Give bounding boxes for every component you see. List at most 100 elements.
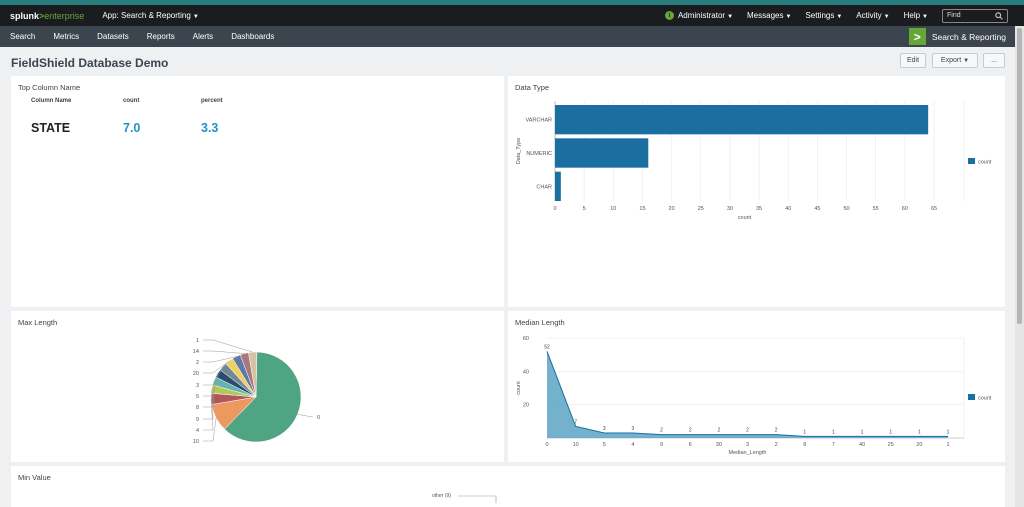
pie-leader	[203, 356, 237, 363]
x-tick-label: 15	[639, 206, 645, 212]
pie-label: 4	[196, 428, 199, 434]
pie-label: 20	[193, 371, 199, 377]
menu-help-label: Help	[903, 11, 921, 20]
x-tick-label: 40	[785, 206, 791, 212]
max-length-pie-chart: 0 10 4 9 8 5 3 20 2 14 1	[193, 338, 320, 445]
menu-settings[interactable]: Settings ▼	[805, 11, 842, 20]
menu-messages[interactable]: Messages ▼	[747, 11, 791, 20]
x-tick-label: 5	[603, 442, 606, 448]
caret-down-icon: ▼	[836, 14, 843, 20]
data-type-bar-chart: 0 5 10 15 20 25 30 35 40 45 50 55 60 65 VARCHAR NUMERIC…	[516, 101, 992, 221]
panel-title: Median Length	[515, 318, 565, 327]
x-tick-label: 9	[660, 442, 663, 448]
export-label: Export	[940, 57, 962, 64]
x-tick-label: 10	[610, 206, 616, 212]
panel-title: Top Column Name	[18, 83, 81, 92]
x-axis-label: Median_Length	[729, 450, 767, 456]
bar	[555, 171, 561, 201]
x-tick-label: 35	[756, 206, 762, 212]
more-button[interactable]: ...	[983, 53, 1005, 68]
pie-leader	[297, 414, 314, 418]
app-nav-bar: Search Metrics Datasets Reports Alerts D…	[0, 26, 1024, 47]
menu-activity-label: Activity	[856, 11, 882, 20]
y-axis-label: Data_Type	[516, 138, 522, 165]
data-label: 1	[918, 429, 921, 435]
caret-down-icon: ▼	[192, 14, 199, 20]
x-tick-label: 50	[843, 206, 849, 212]
x-tick-label: 0	[545, 442, 548, 448]
x-axis-label: count	[738, 215, 752, 221]
caret-down-icon: ▼	[785, 14, 792, 20]
x-tick-label: 30	[716, 442, 722, 448]
data-label: 1	[861, 429, 864, 435]
x-tick-label: 65	[931, 206, 937, 212]
pie-leader	[203, 417, 217, 442]
dashboard-title-bar: FieldShield Database Demo Edit Export ▼ .…	[0, 47, 1024, 75]
edit-button[interactable]: Edit	[900, 53, 926, 68]
menu-administrator[interactable]: Administrator ▼	[678, 11, 733, 20]
x-tick-label: 60	[902, 206, 908, 212]
data-label: 1	[889, 429, 892, 435]
nav-reports[interactable]: Reports	[146, 32, 175, 41]
pie-label: 2	[196, 360, 199, 366]
panel-max-length: Max Length 0 10 4 9 8 5 3 20 2 14 1	[11, 311, 504, 462]
data-label: 52	[544, 344, 550, 350]
nav-alerts[interactable]: Alerts	[192, 32, 214, 41]
x-tick-label: 45	[814, 206, 820, 212]
logo-suffix: enterprise	[44, 10, 85, 21]
table-header-column-name: Column Name	[31, 98, 72, 104]
pie-label-other: other (9)	[432, 493, 451, 499]
pie-label: 14	[193, 349, 199, 355]
panel-median-length: Median Length 20 40 60 0 52 10 7 5 3 4 3 9 2 6 2 30 2 3 2 2…	[508, 311, 1005, 462]
page-title: FieldShield Database Demo	[11, 56, 169, 70]
export-button[interactable]: Export ▼	[932, 53, 978, 68]
pie-label: 10	[193, 439, 199, 445]
nav-metrics[interactable]: Metrics	[53, 32, 80, 41]
table-header-percent: percent	[201, 98, 223, 104]
y-tick-label: 40	[523, 369, 529, 375]
info-icon[interactable]: i	[664, 11, 674, 20]
legend-label: count	[978, 396, 992, 402]
panel-title: Min Value	[18, 473, 51, 482]
splunk-logo[interactable]: splunk>enterprise	[10, 11, 84, 21]
find-placeholder: Find	[947, 12, 961, 19]
data-label: 2	[746, 428, 749, 434]
caret-down-icon: ▼	[883, 14, 890, 20]
data-label: 2	[660, 428, 663, 434]
data-label: 1	[947, 429, 950, 435]
menu-administrator-label: Administrator	[677, 11, 726, 20]
x-tick-label: 3	[746, 442, 749, 448]
search-icon	[995, 11, 1003, 20]
app-name-link[interactable]: > Search & Reporting	[908, 27, 1006, 46]
bar	[555, 138, 649, 168]
app-name-label: Search & Reporting	[931, 31, 1006, 42]
menu-help[interactable]: Help ▼	[904, 11, 928, 20]
scrollbar-thumb[interactable]	[1017, 28, 1022, 324]
area-fill	[547, 351, 948, 438]
nav-dashboards[interactable]: Dashboards	[231, 32, 275, 41]
find-input[interactable]: Find	[942, 8, 1008, 23]
pie-label: 1	[196, 338, 199, 344]
legend-swatch	[968, 394, 975, 400]
x-tick-label: 2	[775, 442, 778, 448]
x-tick-label: 55	[873, 206, 879, 212]
caret-down-icon: ▼	[727, 14, 734, 20]
app-menu[interactable]: App: Search & Reporting ▼	[102, 11, 198, 20]
page-scrollbar[interactable]	[1015, 26, 1024, 507]
pie-leader	[203, 366, 224, 386]
top-right-menus: i Administrator ▼ Messages ▼ Settings ▼ Act…	[664, 5, 1008, 26]
x-tick-label: 20	[669, 206, 675, 212]
nav-datasets[interactable]: Datasets	[97, 32, 129, 41]
panel-min-value: Min Value other (9)	[11, 466, 1005, 507]
data-label: 2	[689, 428, 692, 434]
nav-search[interactable]: Search	[10, 32, 36, 41]
bar	[555, 105, 929, 135]
pie-leader	[203, 398, 214, 431]
menu-activity[interactable]: Activity ▼	[856, 11, 889, 20]
x-tick-label: 0	[553, 206, 556, 212]
data-label: 3	[603, 426, 606, 432]
data-label: 3	[632, 426, 635, 432]
pie-label: 8	[196, 405, 199, 411]
logo-prefix: splunk	[10, 10, 40, 21]
data-label: 1	[832, 429, 835, 435]
